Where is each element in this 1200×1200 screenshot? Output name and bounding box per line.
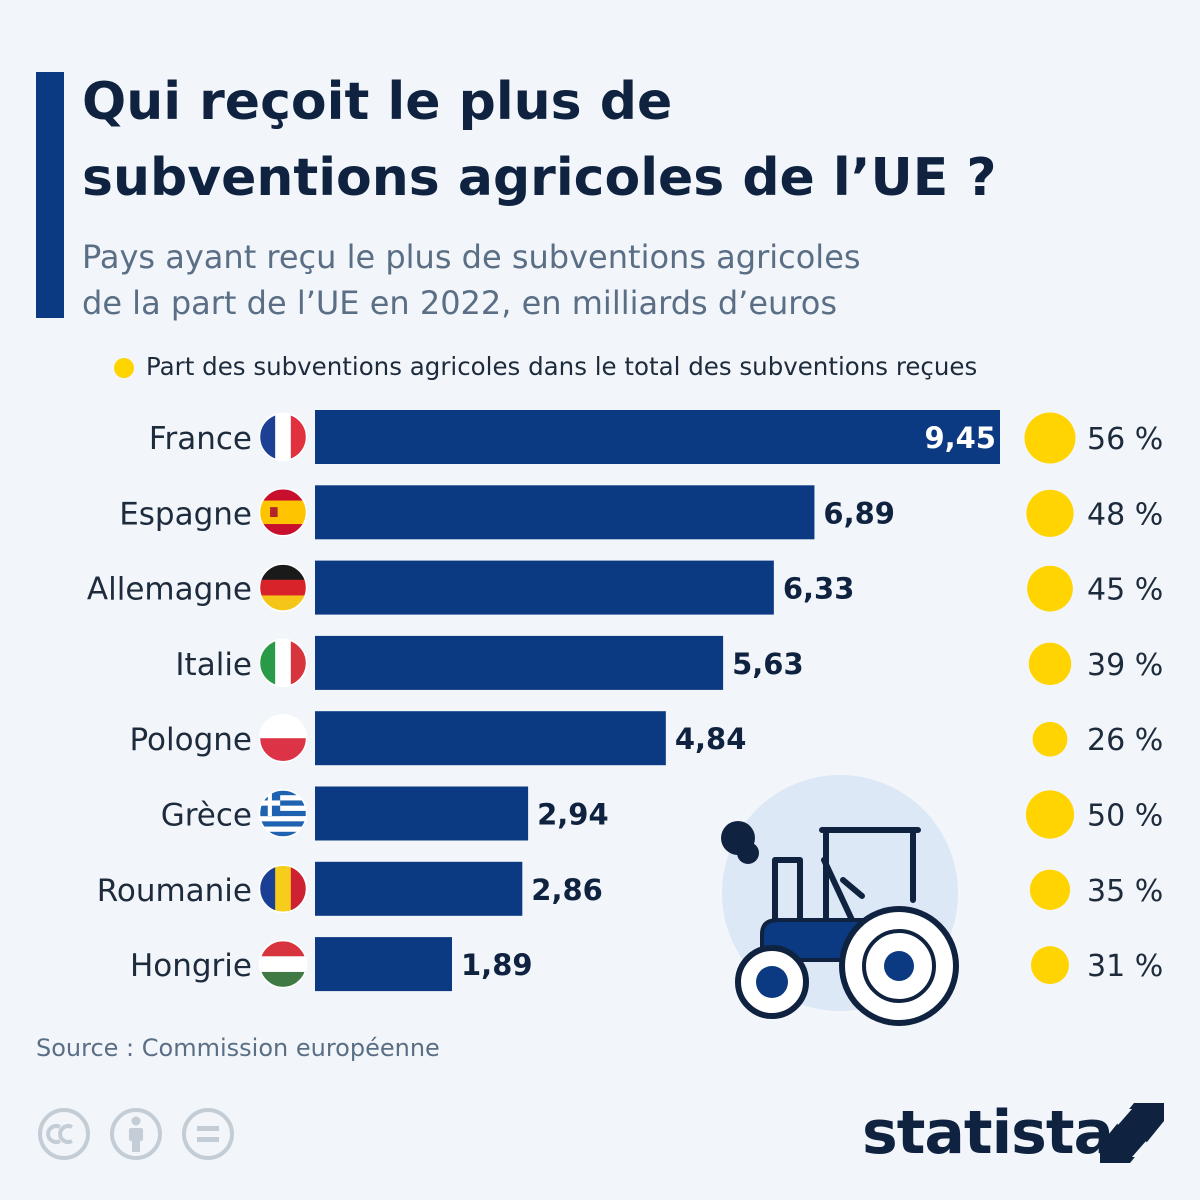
title-accent-bar bbox=[36, 72, 64, 318]
tractor-front-hub bbox=[756, 966, 788, 998]
legend-bubble-swatch bbox=[114, 358, 134, 378]
flag-romania-icon bbox=[258, 864, 308, 914]
share-label: 48 % bbox=[1087, 497, 1163, 532]
category-label: Italie bbox=[175, 647, 252, 683]
share-label: 39 % bbox=[1087, 648, 1163, 683]
bar bbox=[315, 711, 666, 766]
tractor-illustration bbox=[721, 775, 959, 1026]
tractor-steering bbox=[821, 857, 865, 923]
tractor-exhaust-pipe bbox=[772, 857, 803, 928]
category-label: France bbox=[149, 421, 252, 457]
flag-greece-icon bbox=[258, 789, 308, 838]
tractor-cabin bbox=[819, 827, 921, 923]
category-label: Allemagne bbox=[87, 572, 252, 608]
share-bubble bbox=[1026, 489, 1074, 537]
share-label: 35 % bbox=[1087, 874, 1163, 909]
bar bbox=[315, 635, 724, 690]
share-label: 31 % bbox=[1087, 949, 1163, 984]
share-bubble bbox=[1027, 565, 1073, 612]
category-label: Pologne bbox=[129, 722, 252, 758]
tractor-body bbox=[760, 918, 914, 962]
exhaust-smoke bbox=[737, 842, 759, 864]
category-label: Grèce bbox=[161, 798, 252, 834]
chart-rows: France 9,45 56 % Espagne 6,89 48 % Allemagne 6,… bbox=[87, 410, 1163, 992]
value-label: 6,33 bbox=[783, 572, 855, 606]
tractor-front-wheel bbox=[735, 945, 809, 1019]
category-label: Espagne bbox=[119, 496, 252, 532]
title-line-1: Qui reçoit le plus de bbox=[82, 72, 673, 132]
exhaust-smoke bbox=[721, 821, 755, 855]
bar bbox=[315, 410, 1000, 464]
share-label: 56 % bbox=[1087, 422, 1163, 457]
flag-poland-icon bbox=[258, 713, 308, 763]
flag-hungary-icon bbox=[258, 939, 308, 989]
value-label: 5,63 bbox=[732, 647, 804, 681]
subtitle-line-1: Pays ayant reçu le plus de subventions a… bbox=[82, 238, 861, 276]
cc-icon bbox=[38, 1108, 90, 1160]
category-label: Hongrie bbox=[130, 948, 252, 984]
page-title: Qui reçoit le plus de subventions agrico… bbox=[82, 64, 1182, 216]
value-label: 9,45 bbox=[924, 421, 996, 455]
legend-label: Part des subventions agricoles dans le t… bbox=[146, 352, 978, 381]
share-bubble bbox=[1029, 869, 1071, 910]
bar bbox=[315, 861, 523, 916]
value-label: 6,89 bbox=[823, 496, 895, 530]
title-line-2: subventions agricoles de l’UE ? bbox=[82, 148, 997, 208]
brand-name: statista bbox=[862, 1098, 1114, 1168]
statista-mark-icon bbox=[1100, 1103, 1164, 1163]
value-label: 2,86 bbox=[531, 873, 603, 907]
tractor-backdrop bbox=[722, 775, 958, 1011]
attribution-icon bbox=[110, 1108, 162, 1160]
share-label: 26 % bbox=[1087, 723, 1163, 758]
share-label: 45 % bbox=[1087, 573, 1163, 608]
flag-germany-icon bbox=[258, 563, 308, 612]
flag-spain-icon bbox=[258, 488, 308, 537]
tractor-rear-wheel-rim bbox=[862, 929, 936, 1003]
share-bubble bbox=[1025, 790, 1075, 839]
share-bubble bbox=[1028, 642, 1072, 686]
share-bubble bbox=[1024, 412, 1076, 464]
bar bbox=[315, 937, 452, 992]
share-bubble bbox=[1031, 946, 1069, 985]
no-derivatives-icon bbox=[182, 1108, 234, 1160]
value-label: 4,84 bbox=[675, 722, 747, 756]
bar bbox=[315, 560, 774, 615]
license-icons bbox=[38, 1108, 234, 1160]
subtitle: Pays ayant reçu le plus de subventions a… bbox=[82, 234, 1082, 326]
tractor-rear-hub bbox=[884, 951, 914, 981]
flag-france-icon bbox=[258, 412, 308, 462]
value-label: 2,94 bbox=[537, 798, 609, 832]
value-label: 1,89 bbox=[461, 948, 533, 982]
source-note: Source : Commission européenne bbox=[36, 1034, 440, 1062]
subtitle-line-2: de la part de l’UE en 2022, en milliards… bbox=[82, 284, 837, 322]
bar bbox=[315, 786, 529, 841]
category-label: Roumanie bbox=[97, 873, 252, 909]
bar bbox=[315, 485, 815, 540]
share-label: 50 % bbox=[1087, 799, 1163, 834]
share-bubble bbox=[1032, 721, 1068, 757]
flag-italy-icon bbox=[258, 638, 308, 688]
tractor-rear-wheel bbox=[839, 906, 959, 1026]
